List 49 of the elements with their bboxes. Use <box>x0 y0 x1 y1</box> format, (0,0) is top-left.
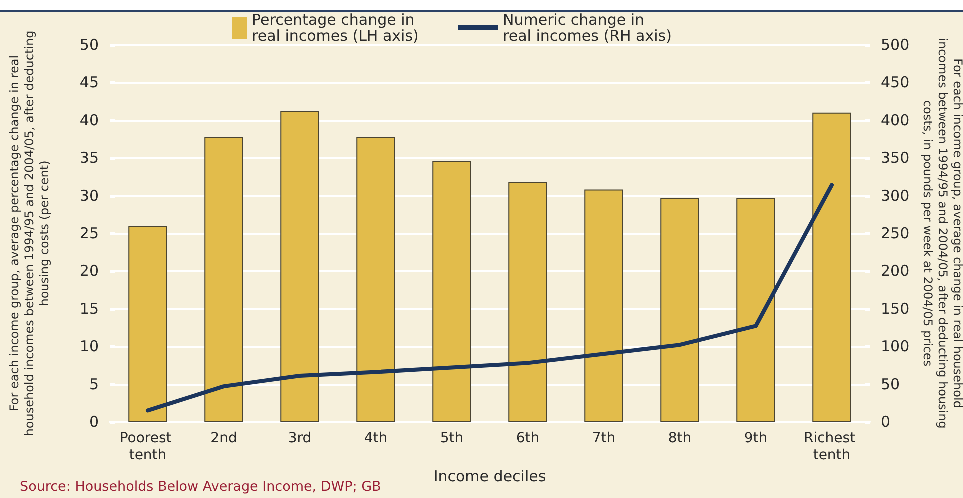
bar <box>280 111 320 422</box>
y-tick-label: 10 <box>80 338 99 356</box>
x-tick-label: Richest tenth <box>804 430 860 464</box>
bar <box>736 198 776 422</box>
bar <box>584 190 624 422</box>
x-tick-label: 6th <box>516 430 540 446</box>
x-tick-label: 5th <box>440 430 464 446</box>
y-tick-label: 20 <box>80 262 99 280</box>
bar <box>508 182 548 422</box>
x-tick-label: 2nd <box>210 430 238 446</box>
y-tick-label: 5 <box>89 375 99 394</box>
y-tick-label: 40 <box>80 111 99 130</box>
y2-tick-label: 500 <box>881 36 910 54</box>
bar <box>812 112 852 422</box>
y2-axis-title: For each income group, average change in real household incomes between 1994/95 and 2004/05, after deducting housing costs, in pounds per week at 2004/05 prices <box>921 38 963 429</box>
y2-tick-label: 250 <box>881 224 910 242</box>
bar <box>204 136 244 422</box>
y-tick-label: 45 <box>80 74 99 92</box>
x-tick-label: 9th <box>744 430 768 446</box>
legend-label: Numeric change in real incomes (RH axis) <box>503 11 672 45</box>
y-tick-label: 35 <box>80 149 99 168</box>
x-tick-label: 8th <box>668 430 692 446</box>
x-tick-label: 3rd <box>288 430 312 446</box>
y2-tick-label: 300 <box>881 186 910 205</box>
y2-tick-label: 100 <box>881 338 910 356</box>
y-axis-title: For each income group, average percentage change in real household incomes between 1994/95 and 2004/05, after deducting housing costs (per cent) <box>8 30 52 436</box>
y2-tick-label: 350 <box>881 149 910 168</box>
source-note: Source: Households Below Average Income, DWP; GB <box>20 479 382 495</box>
bar <box>660 198 700 422</box>
y-tick-label: 0 <box>89 413 99 431</box>
line-series <box>146 183 834 413</box>
legend-label: Percentage change in real incomes (LH axis) <box>252 11 419 45</box>
bar <box>128 226 168 422</box>
x-tick-label: 7th <box>592 430 616 446</box>
y2-tick-label: 50 <box>881 375 900 394</box>
y2-tick-label: 400 <box>881 111 910 130</box>
y2-tick-label: 200 <box>881 262 910 280</box>
y2-tick-label: 0 <box>881 413 891 431</box>
bar <box>356 136 396 422</box>
x-tick-label: 4th <box>364 430 388 446</box>
x-axis-title: Income deciles <box>434 467 546 486</box>
y-tick-label: 15 <box>80 300 99 318</box>
x-tick-label: Poorest tenth <box>120 430 176 464</box>
bar <box>432 161 472 422</box>
y2-tick-label: 150 <box>881 300 910 318</box>
y-tick-label: 50 <box>80 36 99 54</box>
y-tick-label: 30 <box>80 186 99 205</box>
y-tick-label: 25 <box>80 224 99 242</box>
y2-tick-label: 450 <box>881 74 910 92</box>
